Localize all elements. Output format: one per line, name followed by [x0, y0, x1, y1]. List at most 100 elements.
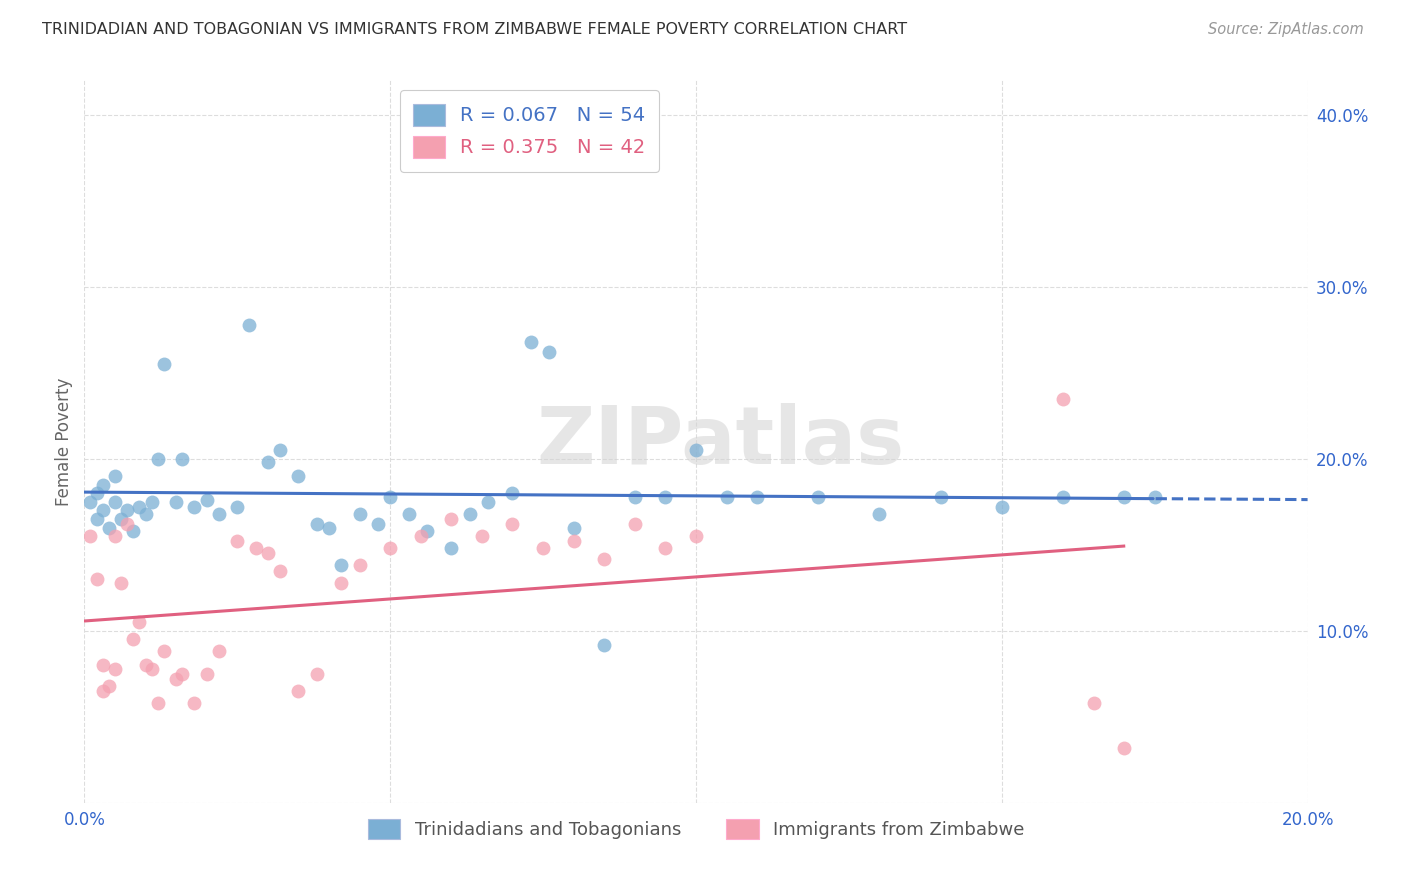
Text: ZIPatlas: ZIPatlas — [536, 402, 904, 481]
Point — [624, 490, 647, 504]
Y-axis label: Female Poverty: Female Poverty — [55, 377, 73, 506]
Point — [226, 534, 249, 549]
Point — [654, 541, 676, 556]
Point — [257, 455, 280, 469]
Point — [654, 490, 676, 504]
Point — [269, 443, 291, 458]
Point — [104, 662, 127, 676]
Point — [562, 520, 585, 534]
Point — [172, 666, 194, 681]
Point — [685, 443, 707, 458]
Point — [330, 558, 353, 573]
Point — [135, 658, 157, 673]
Point — [97, 679, 120, 693]
Point — [458, 507, 481, 521]
Point — [685, 529, 707, 543]
Point — [531, 541, 554, 556]
Point — [86, 486, 108, 500]
Point — [869, 507, 891, 521]
Point — [929, 490, 952, 504]
Point — [104, 529, 127, 543]
Point — [398, 507, 420, 521]
Text: TRINIDADIAN AND TOBAGONIAN VS IMMIGRANTS FROM ZIMBABWE FEMALE POVERTY CORRELATIO: TRINIDADIAN AND TOBAGONIAN VS IMMIGRANTS… — [42, 22, 907, 37]
Point — [269, 564, 291, 578]
Point — [172, 451, 194, 466]
Point — [440, 512, 463, 526]
Point — [1052, 392, 1074, 406]
Point — [79, 529, 101, 543]
Point — [226, 500, 249, 514]
Point — [1114, 740, 1136, 755]
Point — [208, 644, 231, 658]
Point — [807, 490, 830, 504]
Point — [86, 512, 108, 526]
Point — [122, 524, 145, 538]
Point — [593, 638, 616, 652]
Point — [91, 658, 114, 673]
Text: Source: ZipAtlas.com: Source: ZipAtlas.com — [1208, 22, 1364, 37]
Point — [1143, 490, 1166, 504]
Point — [305, 666, 328, 681]
Point — [562, 534, 585, 549]
Point — [624, 517, 647, 532]
Point — [183, 696, 205, 710]
Point — [349, 558, 371, 573]
Point — [91, 684, 114, 698]
Point — [104, 469, 127, 483]
Point — [367, 517, 389, 532]
Point — [502, 486, 524, 500]
Point — [135, 507, 157, 521]
Point — [245, 541, 267, 556]
Point — [165, 494, 187, 508]
Point — [153, 357, 176, 371]
Point — [1052, 490, 1074, 504]
Point — [477, 494, 499, 508]
Point — [122, 632, 145, 647]
Point — [502, 517, 524, 532]
Point — [141, 494, 163, 508]
Point — [716, 490, 738, 504]
Point — [110, 575, 132, 590]
Point — [287, 469, 309, 483]
Point — [991, 500, 1014, 514]
Point — [183, 500, 205, 514]
Point — [195, 666, 218, 681]
Point — [416, 524, 439, 538]
Point — [349, 507, 371, 521]
Point — [128, 615, 150, 630]
Point — [165, 672, 187, 686]
Point — [208, 507, 231, 521]
Point — [146, 696, 169, 710]
Point — [91, 503, 114, 517]
Point — [128, 500, 150, 514]
Point — [520, 334, 543, 349]
Point — [471, 529, 494, 543]
Point — [141, 662, 163, 676]
Point — [1083, 696, 1105, 710]
Point — [79, 494, 101, 508]
Point — [287, 684, 309, 698]
Point — [409, 529, 432, 543]
Point — [104, 494, 127, 508]
Point — [110, 512, 132, 526]
Point — [153, 644, 176, 658]
Legend: Trinidadians and Tobagonians, Immigrants from Zimbabwe: Trinidadians and Tobagonians, Immigrants… — [359, 810, 1033, 848]
Point — [593, 551, 616, 566]
Point — [380, 541, 402, 556]
Point — [747, 490, 769, 504]
Point — [330, 575, 353, 590]
Point — [305, 517, 328, 532]
Point — [380, 490, 402, 504]
Point — [257, 546, 280, 560]
Point — [115, 503, 138, 517]
Point — [146, 451, 169, 466]
Point — [86, 572, 108, 586]
Point — [115, 517, 138, 532]
Point — [538, 345, 561, 359]
Point — [318, 520, 340, 534]
Point — [440, 541, 463, 556]
Point — [97, 520, 120, 534]
Point — [238, 318, 260, 332]
Point — [195, 493, 218, 508]
Point — [1114, 490, 1136, 504]
